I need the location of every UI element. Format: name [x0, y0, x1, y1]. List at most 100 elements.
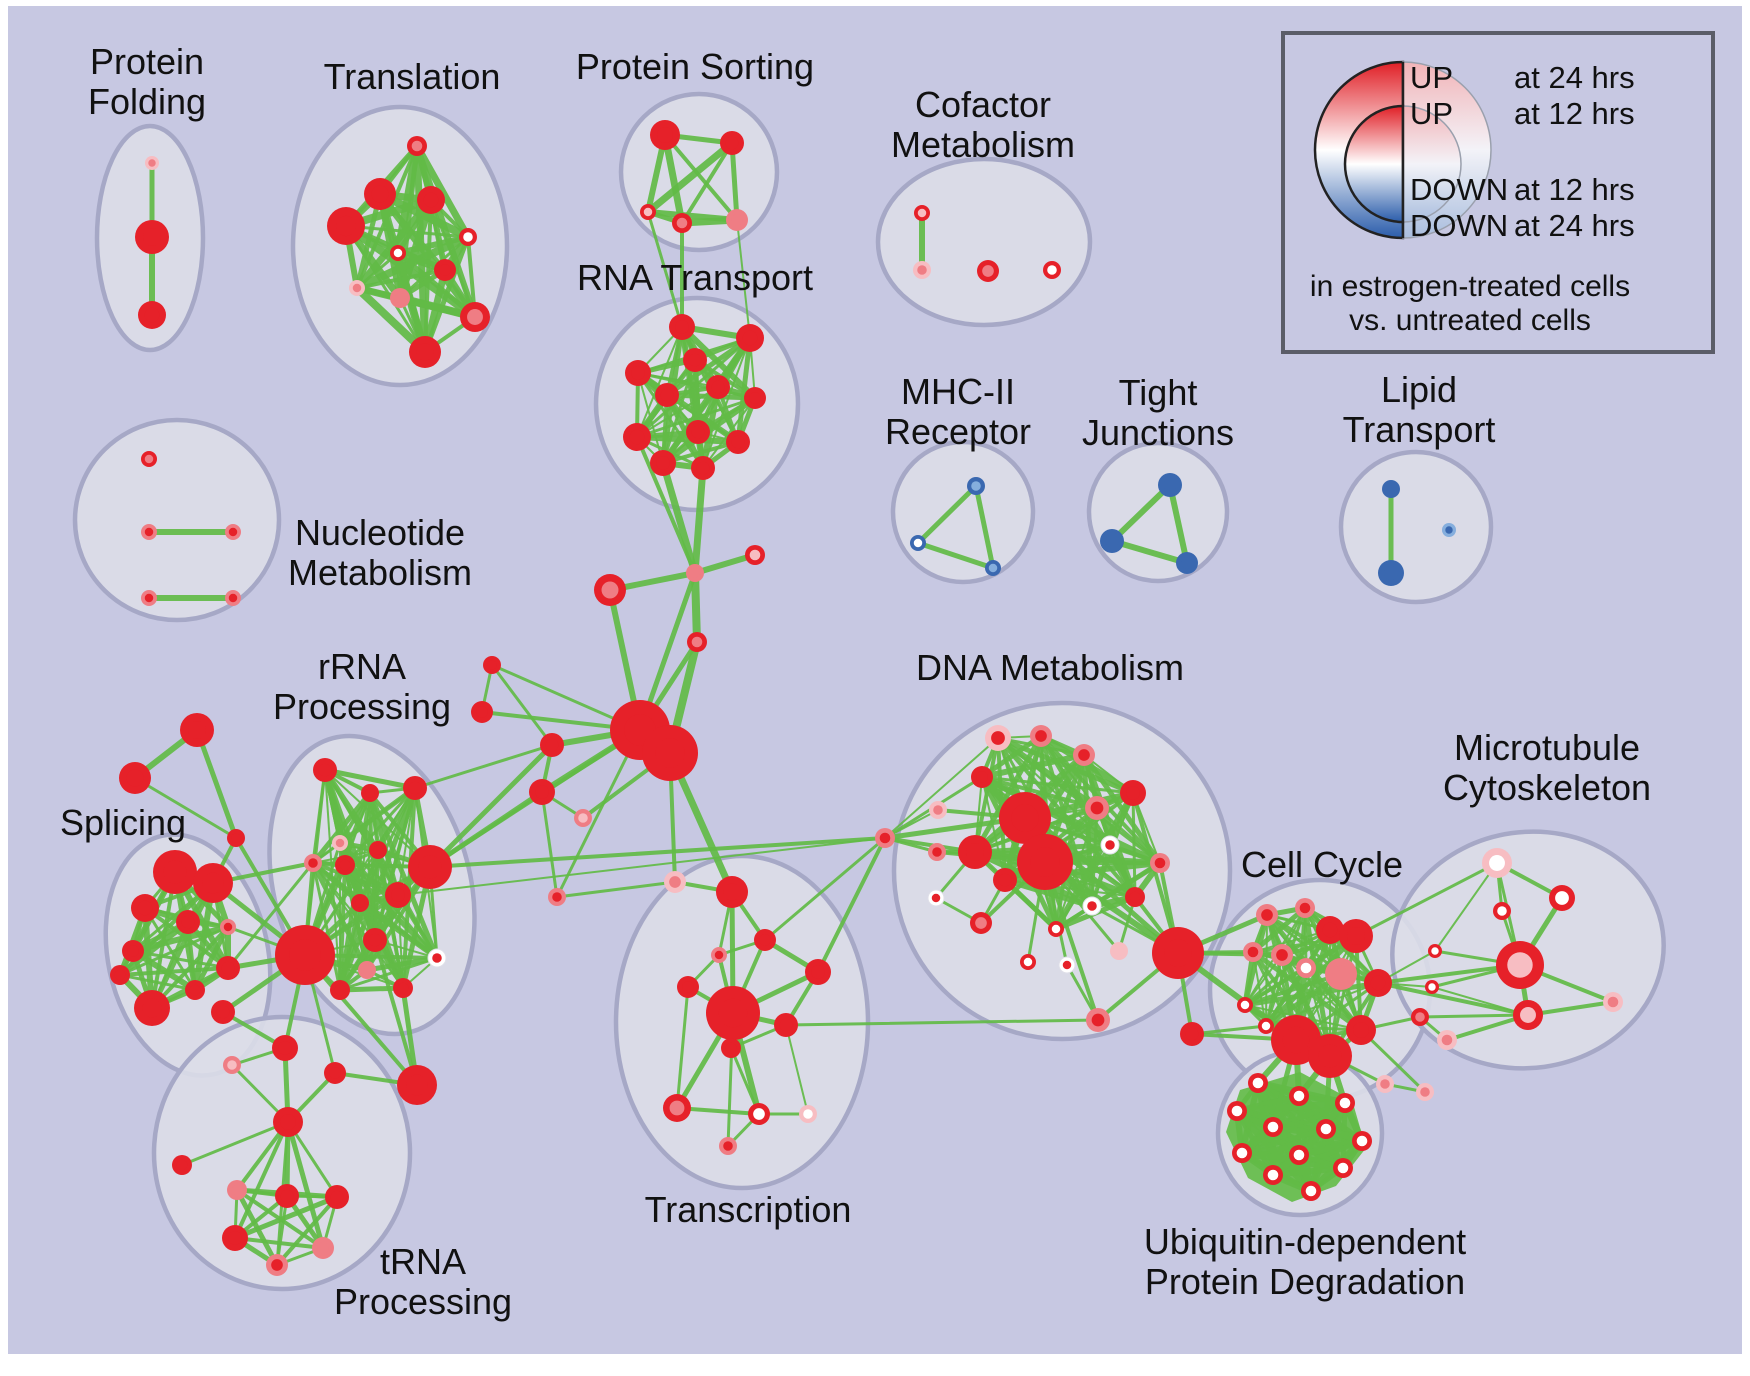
node-inner-core — [373, 845, 383, 855]
node-inner-core — [1276, 949, 1288, 961]
edge — [344, 224, 427, 354]
node-inner-core — [362, 965, 372, 975]
node-inner-core — [216, 1005, 230, 1019]
node-inner-core — [759, 934, 771, 946]
edge — [1055, 807, 1098, 930]
node-inner-core — [1322, 922, 1338, 938]
edge — [979, 733, 1044, 780]
node-inner-core — [355, 898, 365, 908]
node-inner-core — [144, 527, 154, 537]
edge — [338, 863, 347, 992]
edge — [490, 663, 554, 747]
edge — [973, 483, 996, 571]
legend-gradient-circle — [1402, 105, 1462, 223]
node-inner-core — [1047, 265, 1057, 275]
edge — [1264, 953, 1284, 1028]
cluster-label-mhc-ii-receptor: MHC-II Receptor — [885, 371, 1031, 452]
node-inner-core — [1420, 1087, 1430, 1097]
edge — [663, 133, 739, 222]
edge — [355, 251, 400, 290]
node-inner-core — [463, 232, 473, 242]
node-inner-core — [127, 945, 139, 957]
node-inner-core — [411, 140, 423, 152]
node-inner-core — [749, 392, 761, 404]
node-inner-core — [181, 915, 195, 929]
node-inner-core — [669, 1100, 685, 1116]
node-inner-core — [1415, 1012, 1425, 1022]
node-inner-core — [749, 549, 761, 561]
cluster-label-lipid-transport: Lipid Transport — [1343, 369, 1496, 450]
cluster-label-rrna-processing: rRNA Processing — [273, 646, 451, 727]
node-inner-core — [988, 563, 998, 573]
node-inner-core — [913, 538, 923, 548]
node-inner-core — [487, 660, 497, 670]
cluster-ellipse-mhc-ii-receptor — [890, 439, 1036, 585]
edge — [1131, 791, 1180, 955]
edge — [915, 540, 996, 571]
node-inner-core — [202, 872, 224, 894]
edge — [729, 1046, 761, 1116]
node-inner-core — [971, 481, 981, 491]
node-inner-core — [535, 785, 549, 799]
edge — [680, 141, 734, 225]
node-inner-core — [1346, 926, 1366, 946]
cluster-label-rna-transport: RNA Transport — [577, 257, 813, 298]
node-inner-core — [991, 731, 1005, 745]
edge — [233, 1120, 290, 1240]
legend-time-label: at 12 hrs — [1514, 172, 1635, 207]
node-inner-core — [1520, 1007, 1536, 1023]
node-inner-core — [545, 738, 559, 752]
node-inner-core — [731, 435, 745, 449]
edge — [413, 743, 554, 790]
cluster-label-protein-sorting: Protein Sorting — [576, 46, 814, 87]
node-inner-core — [423, 192, 439, 208]
node-inner-core — [126, 769, 144, 787]
node-inner-core — [1078, 749, 1090, 761]
edge — [729, 140, 740, 223]
legend-time-label: at 24 hrs — [1514, 208, 1635, 243]
edge — [1109, 482, 1173, 544]
node-inner-core — [335, 838, 345, 848]
cluster-label-microtubule-cytoskeleton: Microtubule Cytoskeleton — [1443, 727, 1651, 808]
node-inner-core — [1154, 857, 1166, 869]
node-inner-core — [578, 813, 588, 823]
node-inner-core — [1339, 1097, 1351, 1109]
node-inner-core — [1431, 947, 1439, 955]
node-inner-core — [329, 1067, 341, 1079]
legend-caption: vs. untreated cells — [1349, 304, 1591, 337]
node-inner-core — [1305, 1185, 1317, 1197]
edge — [702, 337, 751, 469]
node-inner-core — [696, 461, 710, 475]
node-inner-core — [655, 738, 685, 768]
node-inner-core — [1240, 1000, 1250, 1010]
node-inner-core — [1489, 855, 1505, 871]
node-inner-core — [1261, 909, 1273, 921]
edge — [636, 386, 719, 438]
node-inner-core — [144, 307, 160, 323]
edge — [1270, 1165, 1346, 1178]
cluster-ellipse-tight-junctions — [1086, 440, 1230, 584]
edge — [763, 836, 887, 942]
edge — [364, 955, 440, 973]
edge — [995, 735, 1136, 796]
node-inner-core — [731, 214, 743, 226]
node-inner-core — [231, 833, 241, 843]
legend-state-label: UP — [1410, 60, 1453, 95]
cluster-ellipse-nucleotide-metabolism — [72, 417, 282, 623]
node-inner-core — [176, 1159, 188, 1171]
edge — [322, 767, 406, 991]
node-inner-core — [1129, 891, 1141, 903]
cluster-label-cofactor-metabolism: Cofactor Metabolism — [891, 84, 1075, 165]
edge — [367, 790, 440, 961]
network-nodes — [110, 120, 1623, 1276]
node-inner-core — [1337, 1162, 1349, 1174]
cluster-label-cell-cycle: Cell Cycle — [1241, 844, 1403, 885]
edge — [1250, 905, 1308, 955]
edge — [736, 219, 751, 339]
node-inner-core — [1353, 1022, 1369, 1038]
node-inner-core — [1051, 924, 1061, 934]
edge — [555, 728, 642, 899]
node-inner-core — [711, 380, 725, 394]
edge — [373, 938, 419, 1087]
node-inner-core — [965, 842, 985, 862]
